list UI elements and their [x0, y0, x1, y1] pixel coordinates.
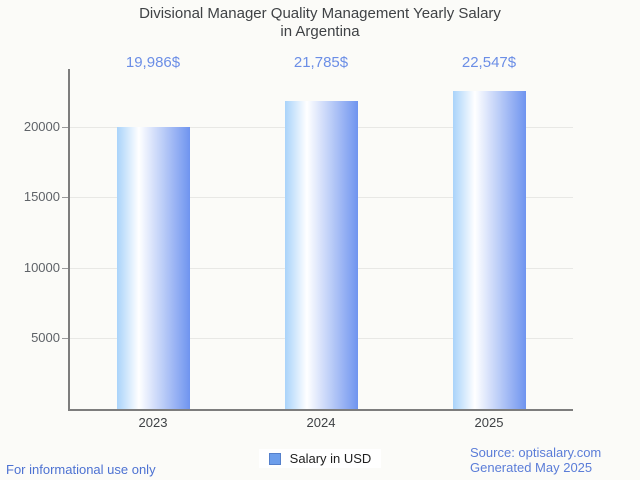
bar-value-label: 22,547$	[461, 54, 517, 71]
bar	[116, 126, 190, 409]
x-tick-label: 2025	[474, 415, 504, 430]
chart-title-line2: in Argentina	[280, 23, 360, 40]
y-tick	[62, 338, 68, 339]
source-block: Source: optisalary.com Generated May 202…	[470, 445, 601, 475]
bar	[284, 101, 358, 409]
source-text: Source: optisalary.com	[470, 445, 602, 460]
y-tick-label: 20000	[23, 119, 60, 134]
disclaimer-text: For informational use only	[6, 462, 156, 477]
legend-label: Salary in USD	[289, 451, 372, 466]
legend-item: Salary in USD	[258, 449, 382, 468]
bar	[452, 90, 526, 409]
x-tick-label: 2023	[138, 415, 168, 430]
y-tick-label: 5000	[31, 330, 60, 345]
x-axis-line	[68, 409, 573, 411]
legend: Salary in USD	[0, 449, 640, 468]
x-tick-label: 2024	[306, 415, 336, 430]
generated-text: Generated May 2025	[470, 460, 593, 475]
y-axis-line	[68, 69, 70, 410]
y-tick	[62, 268, 68, 269]
y-tick-label: 10000	[23, 260, 60, 275]
y-tick	[62, 197, 68, 198]
y-tick-label: 15000	[23, 189, 60, 204]
chart-title-line1: Divisional Manager Quality Management Ye…	[139, 5, 501, 22]
y-tick	[62, 127, 68, 128]
bar-value-label: 21,785$	[293, 54, 349, 71]
legend-swatch-icon	[268, 452, 281, 465]
bar-value-label: 19,986$	[125, 54, 181, 71]
chart-title: Divisional Manager Quality Management Ye…	[0, 5, 640, 41]
